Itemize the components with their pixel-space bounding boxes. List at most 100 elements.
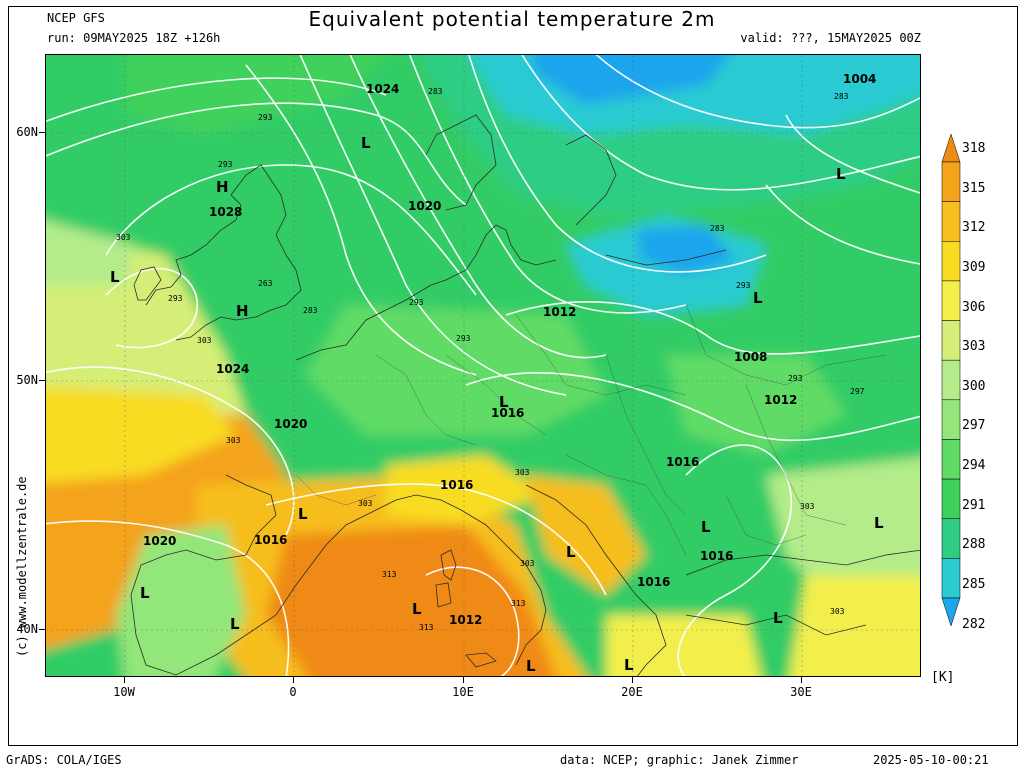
color-bar-label: 309 bbox=[962, 259, 986, 275]
theta-label: 293 bbox=[456, 334, 471, 343]
theta-label: 293 bbox=[258, 113, 273, 122]
color-bar-swatch bbox=[941, 133, 961, 163]
theta-label: 297 bbox=[850, 387, 865, 396]
theta-label: 313 bbox=[511, 599, 526, 608]
color-bar-swatch bbox=[941, 320, 961, 361]
high-pressure-center: H bbox=[236, 302, 249, 320]
pressure-label: 1008 bbox=[734, 350, 768, 364]
pressure-label: 1012 bbox=[764, 393, 798, 407]
theta-label: 303 bbox=[358, 499, 373, 508]
theta-label: 303 bbox=[520, 559, 535, 568]
theta-label: 293 bbox=[788, 374, 803, 383]
timestamp: 2025-05-10-00:21 bbox=[873, 753, 989, 767]
theta-label: 303 bbox=[515, 468, 530, 477]
low-pressure-center: L bbox=[624, 656, 634, 674]
color-bar-swatch bbox=[941, 478, 961, 519]
pressure-label: 1004 bbox=[843, 72, 877, 86]
theta-label: 283 bbox=[303, 306, 318, 315]
lon-tick bbox=[801, 677, 802, 683]
borders bbox=[295, 304, 887, 556]
theta-label: 303 bbox=[226, 436, 241, 445]
valid-time: valid: ???, 15MAY2025 00Z bbox=[740, 31, 921, 45]
color-bar-swatch bbox=[941, 201, 961, 242]
low-pressure-center: L bbox=[412, 600, 422, 618]
low-pressure-center: L bbox=[753, 289, 763, 307]
pressure-label: 1012 bbox=[543, 305, 577, 319]
weather-map: 1024 1004 1020 1028 1012 1024 1008 1016 … bbox=[45, 54, 921, 677]
color-bar-label: 303 bbox=[962, 339, 986, 355]
color-bar-label: 288 bbox=[962, 537, 986, 553]
low-pressure-center: L bbox=[701, 518, 711, 536]
color-bar-swatch bbox=[941, 439, 961, 480]
low-pressure-center: L bbox=[836, 165, 846, 183]
color-bar-label: 297 bbox=[962, 418, 986, 434]
lat-tick bbox=[39, 629, 45, 630]
run-info: run: 09MAY2025 18Z +126h bbox=[47, 31, 221, 45]
color-bar-label: 300 bbox=[962, 378, 986, 394]
low-pressure-center: L bbox=[773, 609, 783, 627]
color-bar-swatch bbox=[941, 280, 961, 321]
theta-label: 293 bbox=[218, 160, 233, 169]
isobars bbox=[46, 55, 920, 676]
pressure-label: 1016 bbox=[700, 549, 734, 563]
color-bar-swatch bbox=[941, 597, 961, 627]
lat-label: 40N bbox=[16, 622, 38, 636]
lat-tick bbox=[39, 380, 45, 381]
watermark: (c) www.modellzentrale.de bbox=[15, 476, 29, 657]
low-pressure-center: L bbox=[566, 543, 576, 561]
pressure-label: 1024 bbox=[216, 362, 250, 376]
figure-frame bbox=[8, 6, 1018, 746]
lat-tick bbox=[39, 132, 45, 133]
lat-label: 60N bbox=[16, 125, 38, 139]
pressure-label: 1016 bbox=[666, 455, 700, 469]
lon-tick bbox=[124, 677, 125, 683]
color-bar-label: 285 bbox=[962, 577, 986, 592]
color-bar-label: 294 bbox=[962, 458, 986, 474]
theta-label: 293 bbox=[168, 294, 183, 303]
color-bar-label: 315 bbox=[962, 180, 986, 196]
pressure-label: 1016 bbox=[491, 406, 525, 420]
lon-label: 0 bbox=[289, 685, 297, 699]
color-bar-label: 282 bbox=[962, 616, 986, 632]
low-pressure-center: L bbox=[526, 657, 536, 675]
color-bar-label: 306 bbox=[962, 299, 986, 315]
coastlines bbox=[130, 114, 920, 676]
lon-label: 10W bbox=[113, 685, 135, 699]
low-pressure-center: L bbox=[110, 268, 120, 286]
lat-label: 50N bbox=[16, 373, 38, 387]
theta-label: 303 bbox=[116, 233, 131, 242]
color-bar-swatch bbox=[941, 359, 961, 401]
lon-tick bbox=[632, 677, 633, 683]
theta-label: 303 bbox=[197, 336, 212, 345]
model-name: NCEP GFS bbox=[47, 11, 105, 25]
color-bar-swatch bbox=[941, 161, 961, 202]
pressure-label: 1020 bbox=[143, 534, 177, 548]
color-bar-swatch bbox=[941, 558, 961, 599]
color-bar-label: 318 bbox=[962, 141, 986, 156]
lon-label: 30E bbox=[790, 685, 812, 699]
theta-label: 263 bbox=[258, 279, 273, 288]
software-credit: GrADS: COLA/IGES bbox=[6, 753, 122, 767]
theta-label: 293 bbox=[736, 281, 751, 290]
color-bar bbox=[941, 133, 961, 627]
high-pressure-center: H bbox=[216, 178, 229, 196]
color-bar-swatch bbox=[941, 518, 961, 559]
low-pressure-center: L bbox=[874, 514, 884, 532]
theta-label: 313 bbox=[419, 623, 434, 632]
low-pressure-center: L bbox=[361, 134, 371, 152]
lon-label: 20E bbox=[621, 685, 643, 699]
theta-label: 293 bbox=[409, 298, 424, 307]
color-bar-label: 312 bbox=[962, 220, 986, 236]
theta-label: 283 bbox=[834, 92, 849, 101]
lon-label: 10E bbox=[452, 685, 474, 699]
color-bar-label: 291 bbox=[962, 497, 986, 513]
color-bar-swatch bbox=[941, 241, 961, 282]
pressure-label: 1020 bbox=[408, 199, 442, 213]
pressure-label: 1016 bbox=[637, 575, 671, 589]
low-pressure-center: L bbox=[140, 584, 150, 602]
low-pressure-center: L bbox=[230, 615, 240, 633]
pressure-label: 1016 bbox=[440, 478, 474, 492]
graticule bbox=[46, 55, 920, 676]
map-title: Equivalent potential temperature 2m bbox=[308, 7, 716, 31]
pressure-label: 1016 bbox=[254, 533, 288, 547]
